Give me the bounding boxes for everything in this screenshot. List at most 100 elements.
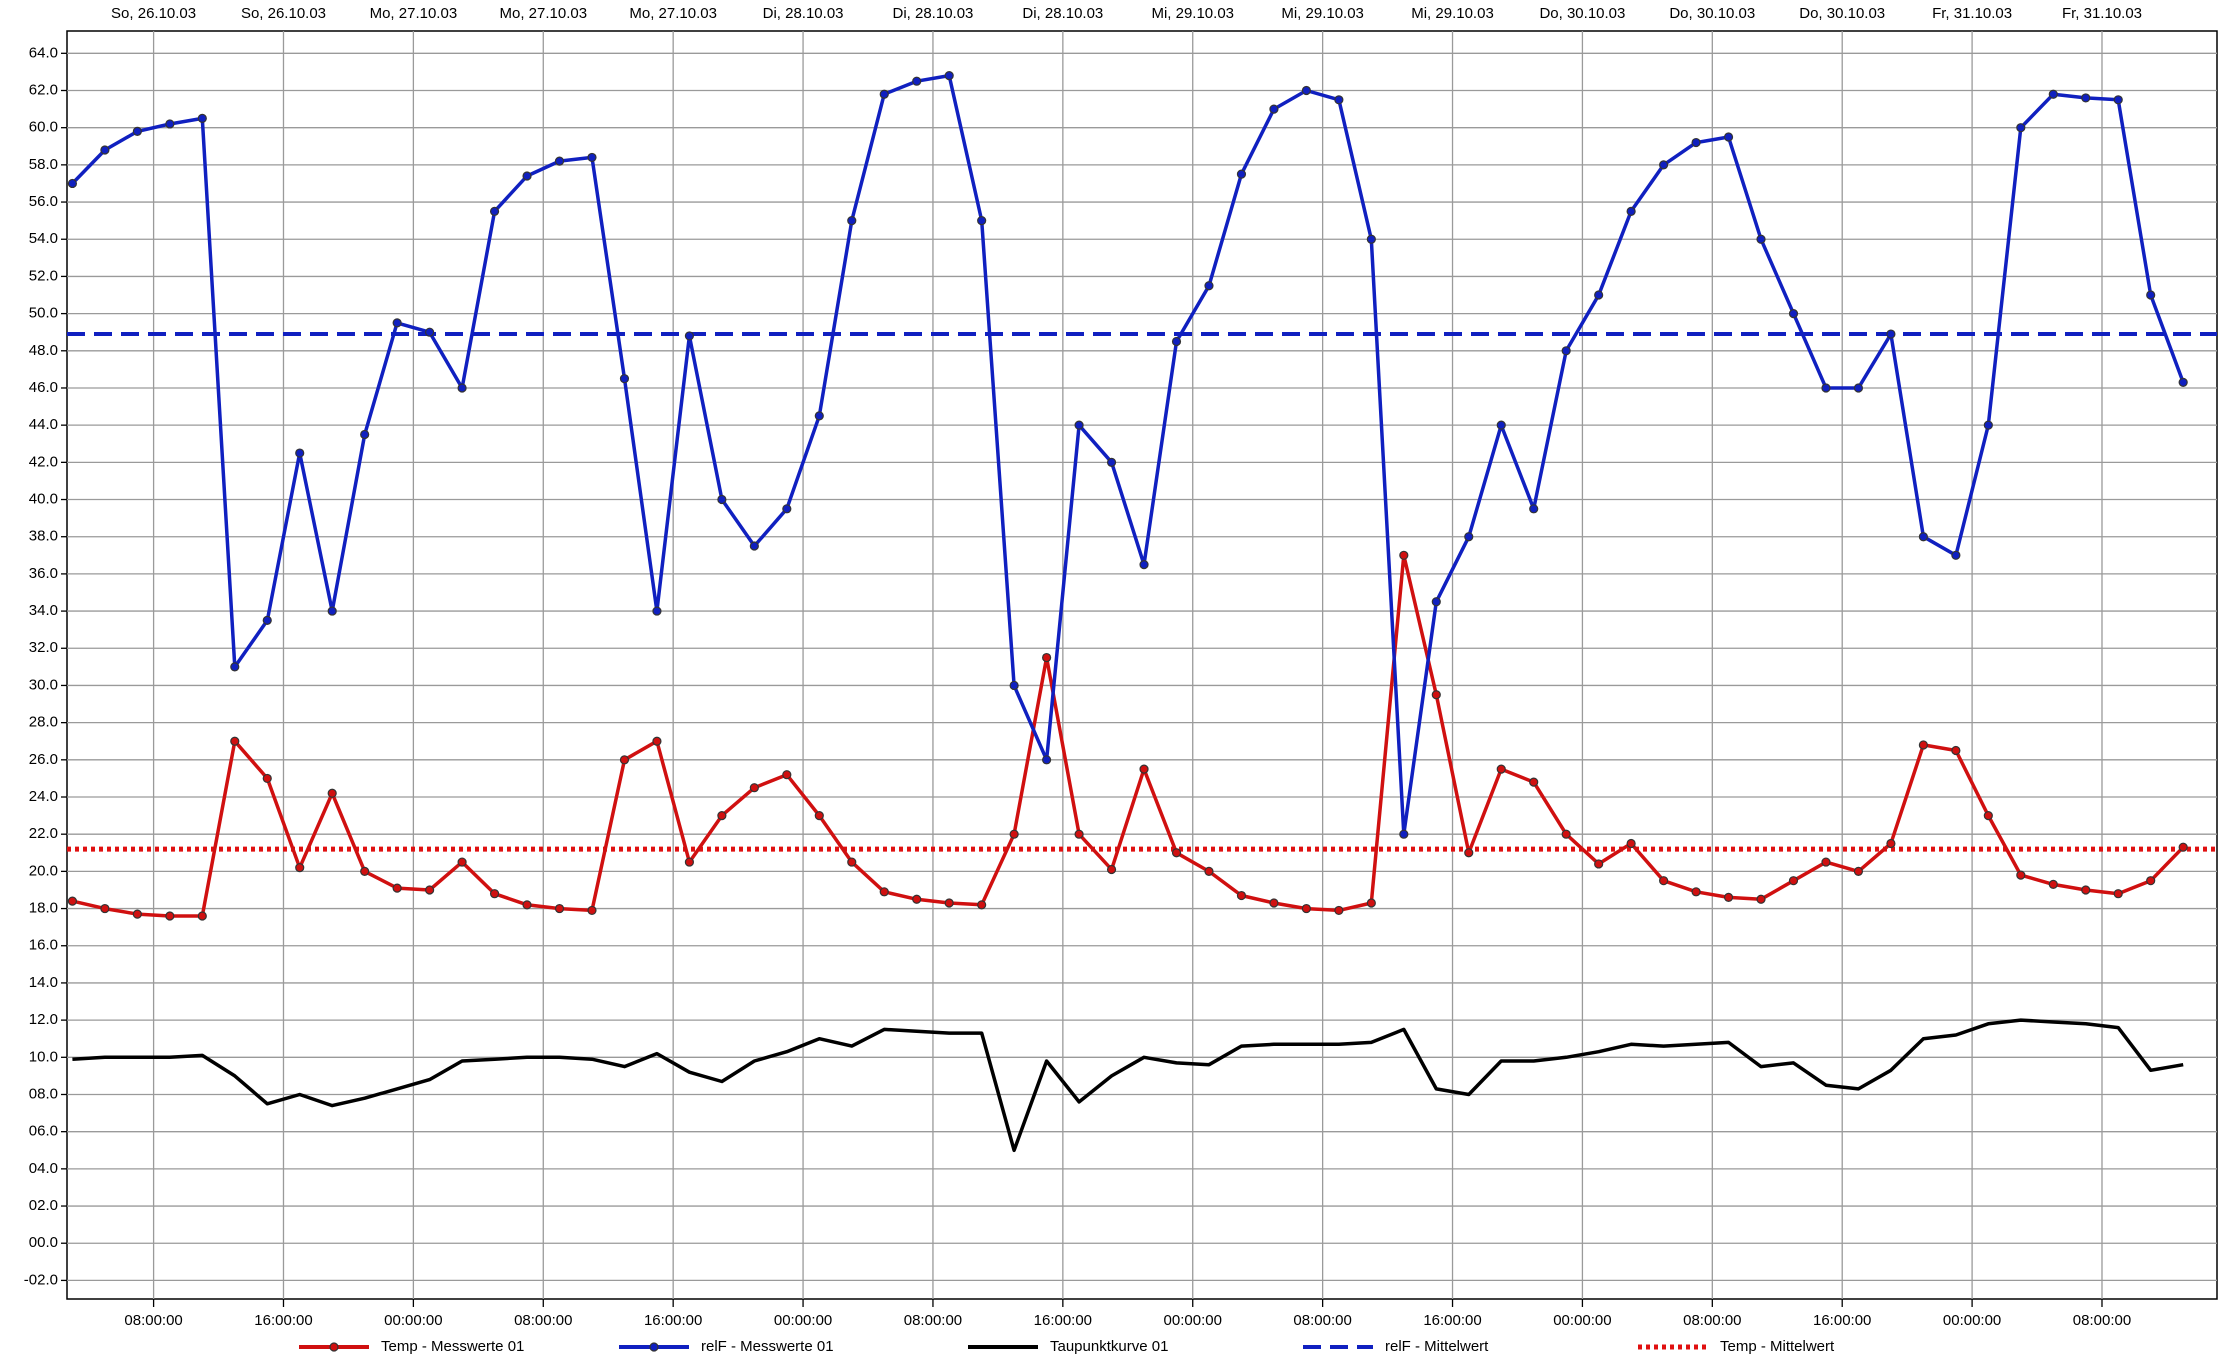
data-point <box>1204 281 1214 291</box>
y-tick-label: 44.0 <box>29 416 58 433</box>
y-tick-label: 18.0 <box>29 900 58 917</box>
data-point <box>1236 890 1247 901</box>
x-top-label: Do, 30.10.03 <box>1669 5 1755 22</box>
data-point <box>1399 550 1409 560</box>
data-point <box>197 911 207 921</box>
data-point <box>1106 864 1117 875</box>
y-tick-label: 42.0 <box>29 453 58 470</box>
y-tick-label: 14.0 <box>29 974 58 991</box>
y-tick-label: 30.0 <box>29 676 58 693</box>
legend-label: relF - Mittelwert <box>1385 1338 1489 1355</box>
x-tick-label: 00:00:00 <box>1943 1312 2001 1329</box>
data-point <box>2146 290 2156 300</box>
data-point <box>847 216 857 226</box>
y-tick-label: 56.0 <box>29 193 58 210</box>
data-point <box>1983 420 1993 430</box>
data-point <box>1301 85 1311 96</box>
data-point <box>1334 905 1344 916</box>
data-point <box>2016 123 2026 133</box>
legend-marker <box>649 1342 659 1352</box>
data-point <box>2178 842 2188 852</box>
y-tick-label: 04.0 <box>29 1160 58 1177</box>
data-point <box>749 541 759 551</box>
data-point <box>489 206 500 216</box>
y-tick-label: 36.0 <box>29 565 58 582</box>
data-point <box>1431 597 1441 607</box>
x-tick-label: 00:00:00 <box>774 1312 832 1329</box>
y-tick-label: 10.0 <box>29 1048 58 1065</box>
x-top-label: Mo, 27.10.03 <box>499 5 587 22</box>
x-tick-label: 00:00:00 <box>384 1312 442 1329</box>
data-point <box>1204 866 1214 876</box>
data-point <box>1366 898 1376 908</box>
legend-label: relF - Messwerte 01 <box>701 1338 834 1355</box>
data-point <box>230 662 240 672</box>
data-point <box>1561 346 1571 356</box>
y-tick-label: 54.0 <box>29 230 58 247</box>
data-point <box>1756 894 1766 904</box>
data-point <box>262 773 272 784</box>
data-point <box>1626 206 1636 216</box>
data-point <box>132 909 142 919</box>
data-point <box>132 126 142 136</box>
data-point <box>67 178 78 189</box>
y-tick-label: 00.0 <box>29 1234 58 1251</box>
data-point <box>1139 764 1149 774</box>
data-point <box>327 606 337 616</box>
x-tick-label: 08:00:00 <box>904 1312 962 1329</box>
data-point <box>2048 89 2058 99</box>
y-tick-label: 06.0 <box>29 1123 58 1140</box>
series-line <box>72 1018 2184 1153</box>
x-top-label: Do, 30.10.03 <box>1799 5 1885 22</box>
data-point <box>1269 898 1279 908</box>
y-tick-label: 12.0 <box>29 1011 58 1028</box>
data-point <box>2016 870 2026 880</box>
x-tick-label: 00:00:00 <box>1164 1312 1222 1329</box>
data-point <box>619 755 630 765</box>
y-tick-label: 28.0 <box>29 714 58 731</box>
data-point <box>1236 169 1247 179</box>
x-top-label: Do, 30.10.03 <box>1539 5 1625 22</box>
y-tick-label: 08.0 <box>29 1085 58 1102</box>
data-point <box>782 770 792 780</box>
data-point <box>1821 383 1831 393</box>
x-top-label: Mi, 29.10.03 <box>1281 5 1364 22</box>
data-point <box>262 615 272 625</box>
data-point <box>879 89 889 99</box>
data-point <box>2048 879 2058 889</box>
data-point <box>1074 420 1084 430</box>
data-point <box>944 71 954 81</box>
data-point <box>360 429 370 440</box>
y-tick-label: 46.0 <box>29 379 58 396</box>
y-tick-label: 50.0 <box>29 305 58 322</box>
y-tick-label: 58.0 <box>29 156 58 173</box>
data-point <box>522 900 532 910</box>
data-point <box>814 810 824 821</box>
data-point <box>717 810 727 821</box>
data-point <box>1853 383 1864 393</box>
data-point <box>587 905 597 916</box>
x-top-label: Mo, 27.10.03 <box>629 5 717 22</box>
data-point <box>1366 234 1376 244</box>
x-tick-label: 08:00:00 <box>124 1312 182 1329</box>
data-point <box>1529 504 1539 514</box>
x-tick-label: 16:00:00 <box>254 1312 312 1329</box>
data-point <box>1723 892 1734 903</box>
x-top-label: So, 26.10.03 <box>241 5 326 22</box>
y-tick-label: 20.0 <box>29 862 58 879</box>
x-tick-label: 08:00:00 <box>2073 1312 2131 1329</box>
data-point <box>489 889 500 899</box>
data-point <box>100 903 110 914</box>
data-point <box>1529 777 1539 787</box>
x-tick-label: 16:00:00 <box>644 1312 702 1329</box>
y-tick-label: 34.0 <box>29 602 58 619</box>
data-point <box>1042 652 1052 663</box>
data-point <box>944 898 954 908</box>
legend-marker <box>329 1342 339 1352</box>
data-point <box>392 883 402 893</box>
data-point <box>1983 810 1993 821</box>
y-tick-label: 16.0 <box>29 937 58 954</box>
data-point <box>554 903 565 914</box>
data-point <box>1691 137 1701 148</box>
x-top-label: So, 26.10.03 <box>111 5 196 22</box>
